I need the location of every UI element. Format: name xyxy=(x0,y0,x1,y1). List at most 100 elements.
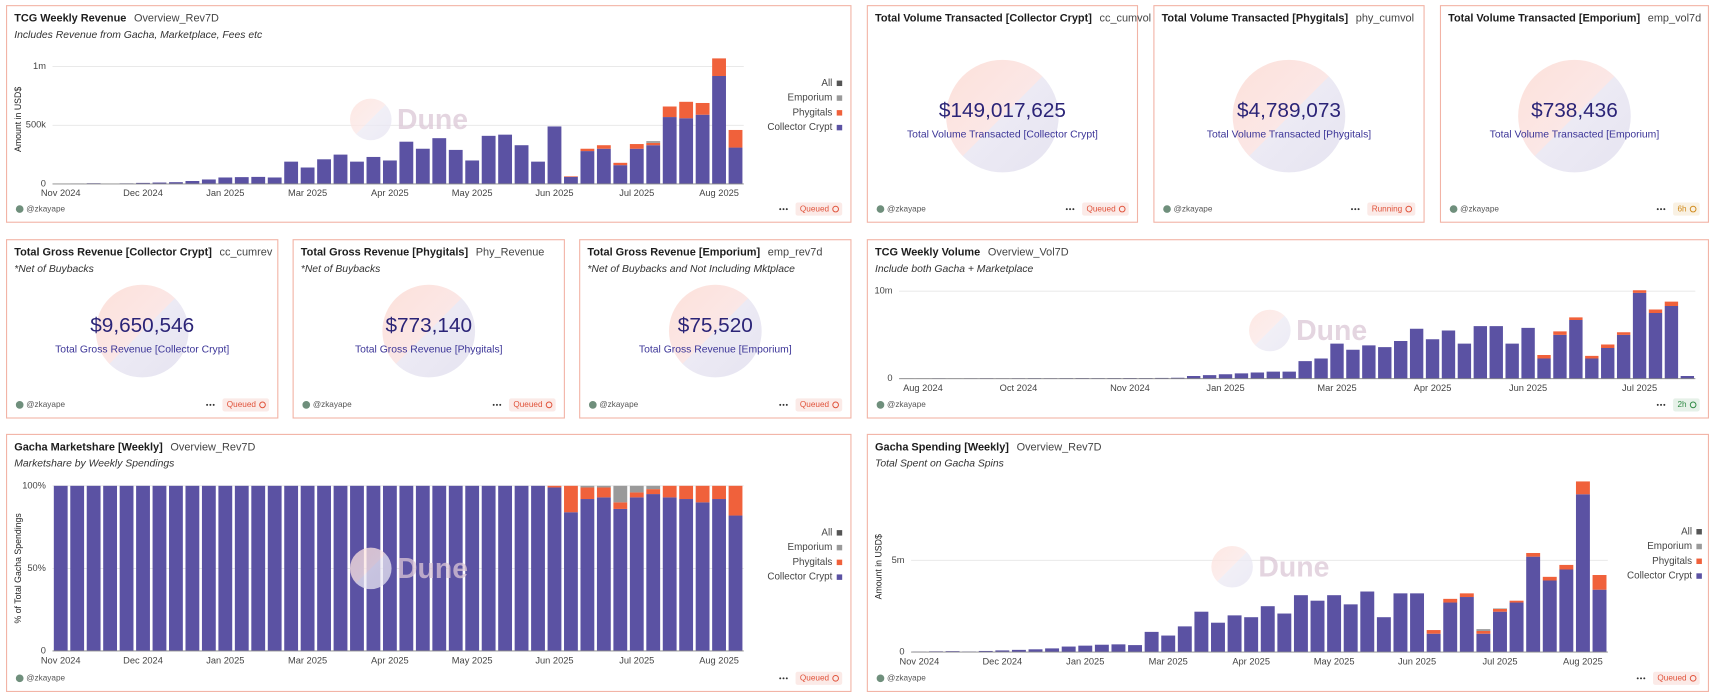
x-tick-label: Jun 2025 xyxy=(1509,383,1547,393)
bar-segment xyxy=(1441,330,1456,379)
menu-dot[interactable] xyxy=(1656,403,1659,406)
menu-dot[interactable] xyxy=(779,403,782,406)
bar-segment xyxy=(580,487,595,500)
menu-dot[interactable] xyxy=(1656,208,1659,211)
y-tick-label: 100% xyxy=(22,480,46,490)
bar-segment xyxy=(613,485,628,503)
menu-dot[interactable] xyxy=(1636,677,1639,680)
menu-dot[interactable] xyxy=(1663,208,1666,211)
menu-dot[interactable] xyxy=(785,208,788,211)
bar-segment xyxy=(1343,604,1358,653)
panel-title: Total Gross Revenue [Collector Crypt] xyxy=(14,247,212,259)
legend-swatch xyxy=(836,530,843,536)
menu-dot[interactable] xyxy=(785,677,788,680)
status-badge-text: Queued xyxy=(513,400,543,409)
bar-segment xyxy=(1648,309,1663,313)
bar-segment xyxy=(152,485,167,651)
menu-dot[interactable] xyxy=(1351,208,1353,211)
legend-swatch xyxy=(836,574,843,580)
query-name: phy_cumvol xyxy=(1356,13,1414,25)
bar-segment xyxy=(333,485,348,651)
watermark: Dune xyxy=(1296,315,1367,347)
panel-subtitle: *Net of Buybacks xyxy=(14,264,94,275)
bar-segment xyxy=(646,141,661,143)
menu-dot[interactable] xyxy=(492,403,495,406)
status-icon xyxy=(832,401,839,409)
query-name: cc_cumrev xyxy=(220,247,273,259)
x-tick-label: Nov 2024 xyxy=(900,656,940,666)
bar-segment xyxy=(547,126,562,184)
status-badge xyxy=(795,202,843,216)
bar-segment xyxy=(564,485,578,513)
watermark-circle xyxy=(95,284,189,378)
query-name: emp_rev7d xyxy=(768,247,823,259)
bar-segment xyxy=(596,148,611,184)
menu-dot[interactable] xyxy=(1640,677,1643,680)
menu-dot[interactable] xyxy=(499,403,502,406)
bar-segment xyxy=(613,502,628,509)
x-tick-label: Jun 2025 xyxy=(1398,656,1436,666)
bar-segment xyxy=(1394,341,1408,379)
bar-segment xyxy=(1680,376,1695,379)
menu-dot[interactable] xyxy=(212,403,215,406)
status-icon xyxy=(1689,205,1697,213)
menu-dot[interactable] xyxy=(779,677,782,680)
bar-segment xyxy=(1648,313,1663,379)
legend-swatch xyxy=(1696,558,1702,565)
author: @zkayape xyxy=(26,673,65,682)
watermark-circle xyxy=(1518,59,1631,173)
bar-segment xyxy=(234,485,249,651)
bar-segment xyxy=(1227,615,1242,653)
x-tick-label: May 2025 xyxy=(1314,656,1355,666)
bar-segment xyxy=(1569,320,1583,379)
menu-dot[interactable] xyxy=(1357,208,1360,211)
panel-subtitle: Includes Revenue from Gacha, Marketplace… xyxy=(14,30,263,41)
bar-segment xyxy=(481,485,496,651)
panel-title: Total Gross Revenue [Phygitals] xyxy=(301,247,469,259)
bar-segment xyxy=(1011,649,1026,653)
author: @zkayape xyxy=(599,400,638,409)
panel-subtitle: *Net of Buybacks xyxy=(301,264,381,275)
bar-segment xyxy=(498,134,513,184)
query-name: Overview_Vol7D xyxy=(988,247,1069,259)
bar-segment xyxy=(1476,630,1491,634)
watermark-circle xyxy=(382,284,476,378)
bar-segment xyxy=(629,144,644,149)
menu-dot[interactable] xyxy=(779,208,782,211)
bar-segment xyxy=(728,147,743,184)
menu-dot[interactable] xyxy=(1065,208,1068,211)
menu-dot[interactable] xyxy=(782,677,785,680)
author: @zkayape xyxy=(1460,204,1499,213)
menu-dot[interactable] xyxy=(1660,403,1663,406)
menu-dot[interactable] xyxy=(782,208,785,211)
menu-dot[interactable] xyxy=(1643,677,1646,680)
bar-segment xyxy=(1409,328,1424,379)
bar-segment xyxy=(646,489,661,495)
bar-segment xyxy=(284,161,299,184)
menu-dot[interactable] xyxy=(1072,208,1075,211)
bar-segment xyxy=(317,485,331,651)
counter-caption: Total Gross Revenue [Phygitals] xyxy=(355,344,503,355)
menu-dot[interactable] xyxy=(785,403,788,406)
author-avatar xyxy=(876,205,885,213)
menu-dot[interactable] xyxy=(782,403,785,406)
status-badge xyxy=(795,671,843,685)
bar-segment xyxy=(1346,349,1360,379)
bar-segment xyxy=(646,485,661,490)
bar-segment xyxy=(1493,611,1507,653)
watermark-circle xyxy=(668,284,762,378)
menu-dot[interactable] xyxy=(1663,403,1666,406)
author: @zkayape xyxy=(887,400,926,409)
menu-dot[interactable] xyxy=(209,403,212,406)
menu-dot[interactable] xyxy=(1660,208,1663,211)
menu-dot[interactable] xyxy=(1354,208,1357,211)
menu-dot[interactable] xyxy=(1069,208,1072,211)
menu-dot[interactable] xyxy=(206,403,209,406)
watermark-circle xyxy=(1211,545,1253,588)
bar-segment xyxy=(1476,629,1491,631)
bar-segment xyxy=(514,145,529,184)
bar-segment xyxy=(1234,373,1249,379)
menu-dot[interactable] xyxy=(495,403,498,406)
bar-segment xyxy=(1061,646,1076,653)
x-tick-label: May 2025 xyxy=(452,655,493,665)
